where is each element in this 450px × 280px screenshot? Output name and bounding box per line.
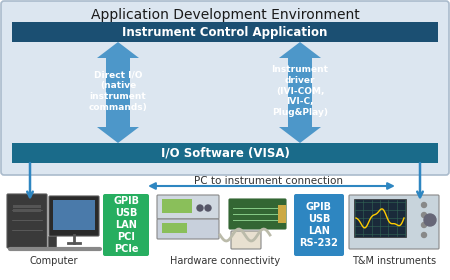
Bar [162, 223, 187, 233]
Bar [13, 205, 41, 207]
Bar [162, 199, 192, 213]
FancyBboxPatch shape [49, 196, 99, 236]
Circle shape [205, 205, 211, 211]
Text: Computer: Computer [30, 256, 78, 266]
Text: GPIB
USB
LAN
PCI
PCIe: GPIB USB LAN PCI PCIe [113, 196, 139, 254]
Circle shape [424, 214, 436, 226]
Circle shape [422, 223, 427, 227]
Text: Application Development Environment: Application Development Environment [90, 8, 360, 22]
Text: T&M instruments: T&M instruments [352, 256, 436, 266]
Text: Hardware connectivity: Hardware connectivity [170, 256, 280, 266]
FancyBboxPatch shape [157, 195, 219, 219]
Text: I/O Software (VISA): I/O Software (VISA) [161, 146, 289, 160]
FancyBboxPatch shape [231, 231, 261, 249]
FancyBboxPatch shape [349, 195, 439, 249]
Circle shape [422, 232, 427, 237]
Text: PC to instrument connection: PC to instrument connection [194, 176, 342, 186]
Bar [12, 143, 438, 163]
Bar [12, 22, 438, 42]
Circle shape [197, 205, 203, 211]
Text: Instrument
driver
(IVI-COM,
IVI-C,
Plug&Play): Instrument driver (IVI-COM, IVI-C, Plug&… [271, 65, 328, 117]
Circle shape [422, 213, 427, 218]
Bar [53, 200, 95, 230]
Text: GPIB
USB
LAN
RS-232: GPIB USB LAN RS-232 [300, 202, 338, 248]
FancyBboxPatch shape [229, 199, 286, 229]
Bar [13, 209, 41, 211]
Text: Direct I/O
(native
instrument
commands): Direct I/O (native instrument commands) [89, 70, 148, 112]
FancyBboxPatch shape [7, 194, 47, 248]
FancyBboxPatch shape [1, 1, 449, 175]
Polygon shape [279, 42, 321, 143]
Bar [48, 236, 56, 248]
Circle shape [422, 202, 427, 207]
Text: Instrument Control Application: Instrument Control Application [122, 25, 328, 39]
Bar [278, 205, 286, 223]
Polygon shape [97, 42, 139, 143]
FancyBboxPatch shape [294, 194, 344, 256]
FancyBboxPatch shape [103, 194, 149, 256]
FancyBboxPatch shape [157, 219, 219, 239]
Bar [354, 199, 406, 237]
